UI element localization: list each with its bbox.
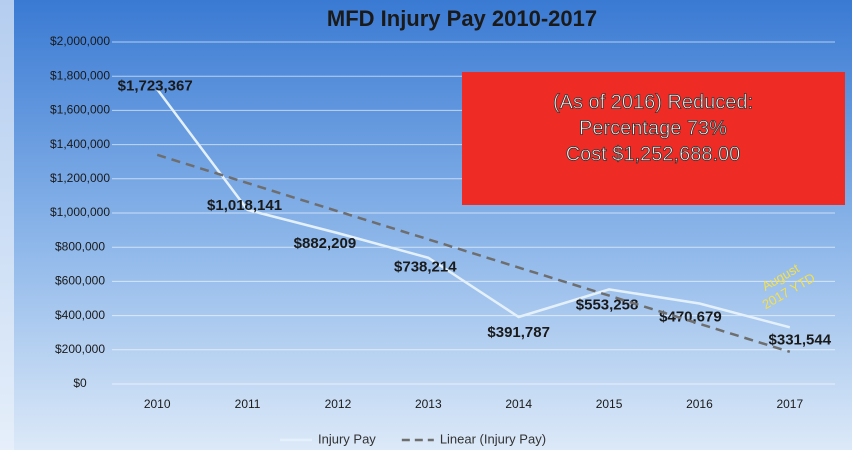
series-line	[156, 153, 791, 354]
y-tick-label: $400,000	[55, 308, 105, 322]
annotation-text: (As of 2016) Reduced: Percentage 73% Cos…	[553, 91, 754, 166]
left-strip	[0, 0, 14, 450]
x-tick-label: 2013	[415, 397, 442, 411]
y-tick-label: $1,800,000	[50, 68, 110, 82]
data-label: $882,209	[294, 235, 357, 252]
y-tick-label: $1,600,000	[50, 103, 110, 117]
data-label: $553,258	[576, 296, 639, 313]
y-tick-label: $2,000,000	[50, 34, 110, 48]
x-tick-label: 2011	[235, 397, 261, 411]
x-tick-label: 2017	[776, 397, 803, 411]
x-tick-label: 2012	[325, 397, 352, 411]
y-tick-label: $800,000	[55, 239, 105, 253]
legend-label: Injury Pay	[318, 431, 376, 446]
annotation-line: Cost $1,252,688.00	[566, 143, 741, 165]
data-label: $470,679	[659, 308, 722, 325]
data-label: $1,723,367	[118, 77, 193, 94]
plot: $0 $200,000 $400,000 $600,000 $800,000 $1,000…	[50, 34, 835, 446]
series-line	[156, 88, 791, 329]
y-tick-label: $1,200,000	[50, 171, 110, 185]
data-label: $391,787	[487, 324, 550, 341]
y-tick-label: $200,000	[55, 342, 105, 356]
x-tick-label: 2010	[144, 397, 171, 411]
y-tick-label: $0	[73, 376, 87, 390]
x-tick-label: 2014	[505, 397, 532, 411]
data-label: $1,018,141	[207, 197, 282, 214]
legend-label: Linear (Injury Pay)	[440, 431, 546, 446]
annotation-line: (As of 2016) Reduced:	[553, 91, 753, 113]
chart-title: MFD Injury Pay 2010-2017	[327, 6, 597, 31]
x-tick-label: 2015	[596, 397, 623, 411]
annotation-line: Percentage 73%	[579, 117, 727, 139]
data-label: $738,214	[394, 259, 457, 276]
y-tick-label: $1,400,000	[50, 137, 110, 151]
y-tick-label: $600,000	[55, 274, 105, 288]
y-tick-label: $1,000,000	[50, 205, 110, 219]
data-label: $331,544	[769, 331, 832, 348]
annotation-box	[462, 72, 845, 205]
x-tick-label: 2016	[686, 397, 713, 411]
